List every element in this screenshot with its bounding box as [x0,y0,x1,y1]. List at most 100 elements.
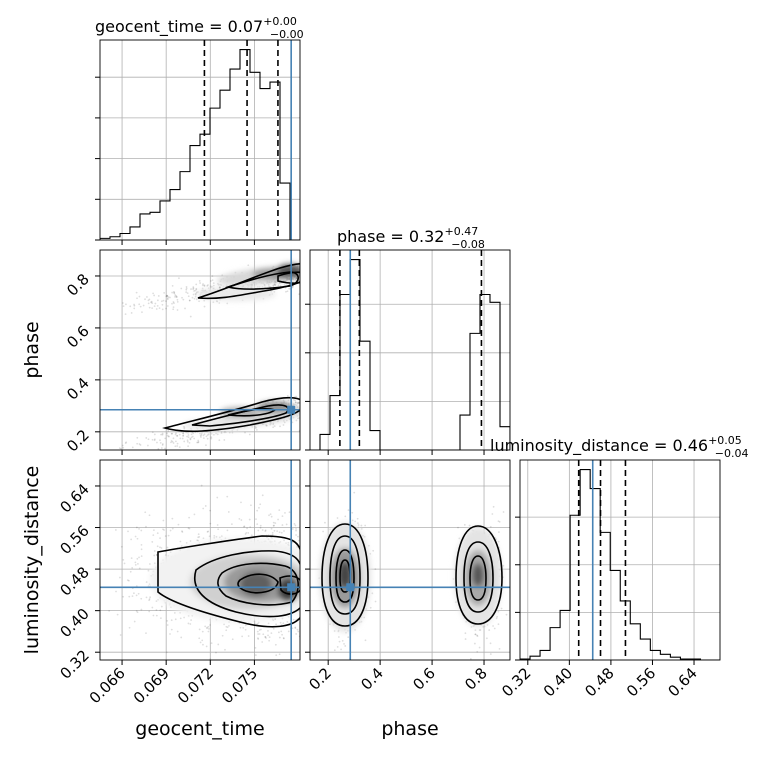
sample-point [193,513,196,516]
sample-point [133,303,135,306]
sample-point [210,432,213,435]
sample-point [201,630,204,633]
sample-point [172,301,175,303]
y-tick-label: 0.40 [56,605,92,641]
sample-point [491,513,494,515]
sample-point [166,305,169,307]
sample-point [133,304,136,307]
sample-point [333,649,336,652]
sample-point [262,633,265,636]
sample-point [163,291,166,294]
sample-point [210,642,213,645]
sample-point [301,596,303,598]
sample-point [259,526,262,529]
sample-point [153,294,156,297]
sample-point [223,623,225,626]
sample-point [301,271,303,273]
sample-point [121,444,124,447]
sample-point [497,531,500,533]
sample-point [497,623,500,626]
sample-point [183,616,185,619]
sample-point [182,432,184,435]
sample-point [151,606,154,609]
sample-point [364,639,367,642]
sample-point [302,544,304,546]
sample-point [305,269,307,271]
sample-point [301,279,303,281]
sample-point [301,412,303,414]
sample-point [301,562,303,564]
sample-point [200,433,203,436]
sample-point [372,549,375,552]
sample-point [218,286,221,288]
sample-point [136,537,139,540]
sample-point [130,538,133,541]
sample-point [301,571,303,573]
sample-point [464,632,467,635]
sample-point [302,282,304,284]
sample-point [247,264,250,267]
sample-point [231,431,234,434]
sample-point [305,557,307,559]
sample-point [306,405,308,407]
sample-point [282,419,285,422]
sample-point [182,434,185,437]
sample-point [136,436,139,439]
sample-point [300,274,302,276]
sample-point [196,539,199,542]
sample-point [303,602,305,604]
sample-point [156,304,159,307]
ylabel-phase: phase [21,321,43,378]
sample-point [153,305,156,307]
sample-point [277,518,279,521]
sample-point [187,436,190,439]
sample-point [283,421,286,424]
sample-point [216,282,219,285]
sample-point [166,297,169,300]
sample-point [156,532,159,535]
sample-point [122,595,125,598]
sample-point [272,284,275,287]
sample-point [492,625,494,627]
histogram-step [520,468,720,660]
sample-point [151,541,154,543]
sample-point [270,632,273,635]
sample-point [158,307,161,310]
sample-point [255,518,257,520]
sample-point [218,302,221,304]
sample-point [295,534,297,536]
sample-point [122,558,125,561]
sample-point [247,635,250,637]
sample-point [267,634,269,637]
sample-point [134,535,137,538]
sample-point [209,286,212,289]
geocent-time-histogram-panel [95,39,301,245]
sample-point [305,572,307,574]
sample-point [303,268,305,270]
sample-point [357,526,360,529]
x-tick-label: 0.2 [305,664,335,694]
sample-point [202,537,205,540]
sample-point [166,294,169,297]
sample-point [256,509,259,512]
sample-point [306,565,308,567]
sample-point [138,443,141,445]
sample-point [240,519,243,521]
sample-point [197,439,200,442]
sample-point [272,619,275,622]
sample-point [179,540,182,543]
sample-point [333,630,336,632]
sample-point [220,535,223,538]
sample-point [206,531,209,533]
sample-point [148,306,151,309]
sample-point [205,435,208,438]
sample-point [160,300,163,303]
sample-point [322,530,324,533]
sample-point [304,271,306,273]
phase-histogram-panel [305,249,511,455]
sample-point [216,300,219,303]
sample-point [274,284,276,287]
sample-point [120,448,122,450]
sample-point [209,522,212,525]
